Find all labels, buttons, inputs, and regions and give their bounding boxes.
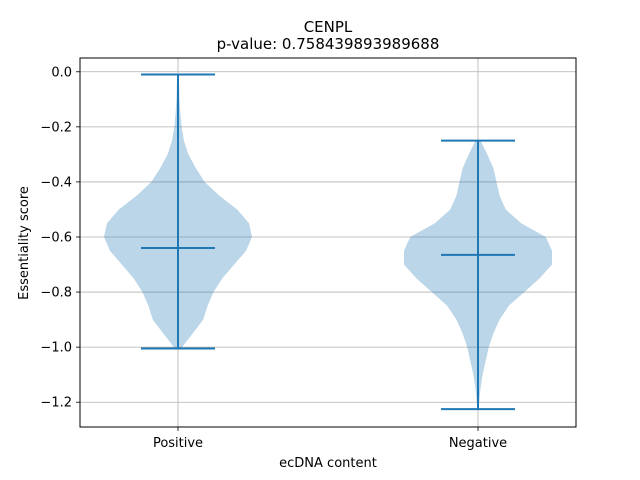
x-tick-label: Negative bbox=[449, 436, 507, 451]
plot-area: 0.0 −0.2 −0.4 −0.6 −0.8 −1.0 −1.2 Positive Negat… bbox=[40, 57, 577, 451]
chart-subtitle: p-value: 0.758439893989688 bbox=[217, 35, 440, 53]
y-tick-label: 0.0 bbox=[51, 65, 72, 80]
y-tick-label: −1.2 bbox=[40, 396, 72, 411]
y-tick-label: −0.4 bbox=[40, 175, 72, 190]
axes-frame bbox=[79, 57, 577, 428]
chart-title: CENPL bbox=[304, 18, 353, 36]
y-tick-label: −0.6 bbox=[40, 230, 72, 245]
y-tick-label: −0.8 bbox=[40, 286, 72, 301]
y-tick-label: −0.2 bbox=[40, 120, 72, 135]
x-tick-label: Positive bbox=[153, 436, 203, 451]
y-axis-label: Essentiality score bbox=[17, 186, 32, 300]
x-axis-label: ecDNA content bbox=[279, 456, 377, 471]
y-tick-label: −1.0 bbox=[40, 341, 72, 356]
